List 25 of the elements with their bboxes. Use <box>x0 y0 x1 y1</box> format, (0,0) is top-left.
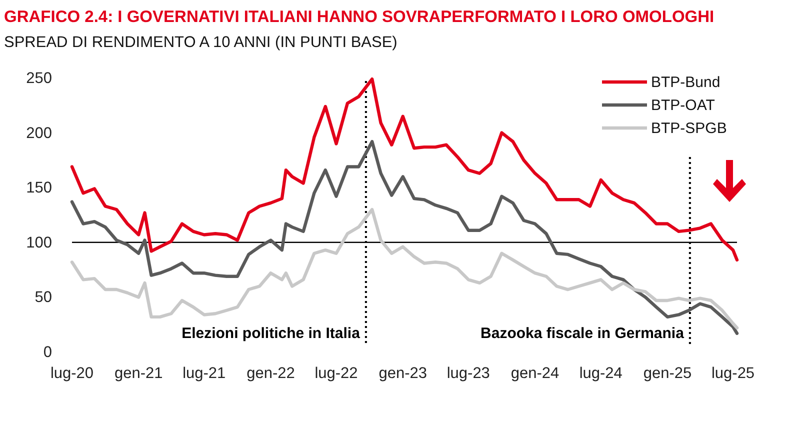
y-tick-label: 150 <box>26 180 52 197</box>
x-tick-label: lug-20 <box>50 365 94 382</box>
legend-label: BTP-Bund <box>651 74 720 91</box>
chart-subtitle: SPREAD DI RENDIMENTO A 10 ANNI (IN PUNTI BASE) <box>4 34 398 51</box>
line-series <box>70 77 739 262</box>
x-tick-label: lug-24 <box>579 365 623 382</box>
ref-line-label: Elezioni politiche in Italia <box>182 325 361 342</box>
y-tick-label: 50 <box>34 289 52 306</box>
x-tick-label: lug-21 <box>182 365 226 382</box>
ref-line-label: Bazooka fiscale in Germania <box>480 325 685 342</box>
x-tick-label: lug-23 <box>446 365 490 382</box>
x-tick-label: gen-22 <box>246 365 295 382</box>
x-tick-label: gen-24 <box>510 365 560 382</box>
x-tick-label: lug-22 <box>314 365 358 382</box>
x-tick-label: gen-21 <box>114 365 163 382</box>
y-tick-label: 0 <box>43 344 52 361</box>
y-tick-label: 200 <box>26 124 52 142</box>
y-tick-label: 250 <box>26 70 52 87</box>
legend-label: BTP-OAT <box>651 97 715 114</box>
x-tick-label: gen-25 <box>643 365 692 382</box>
x-tick-label: lug-25 <box>711 365 755 382</box>
chart-title: GRAFICO 2.4: I GOVERNATIVI ITALIANI HANNO SOVRAPERFORMATO I LORO OMOLOGHI <box>4 8 714 26</box>
y-tick-label: 100 <box>26 234 52 252</box>
x-tick-label: gen-23 <box>378 365 428 382</box>
legend-label: BTP-SPGB <box>651 120 727 137</box>
